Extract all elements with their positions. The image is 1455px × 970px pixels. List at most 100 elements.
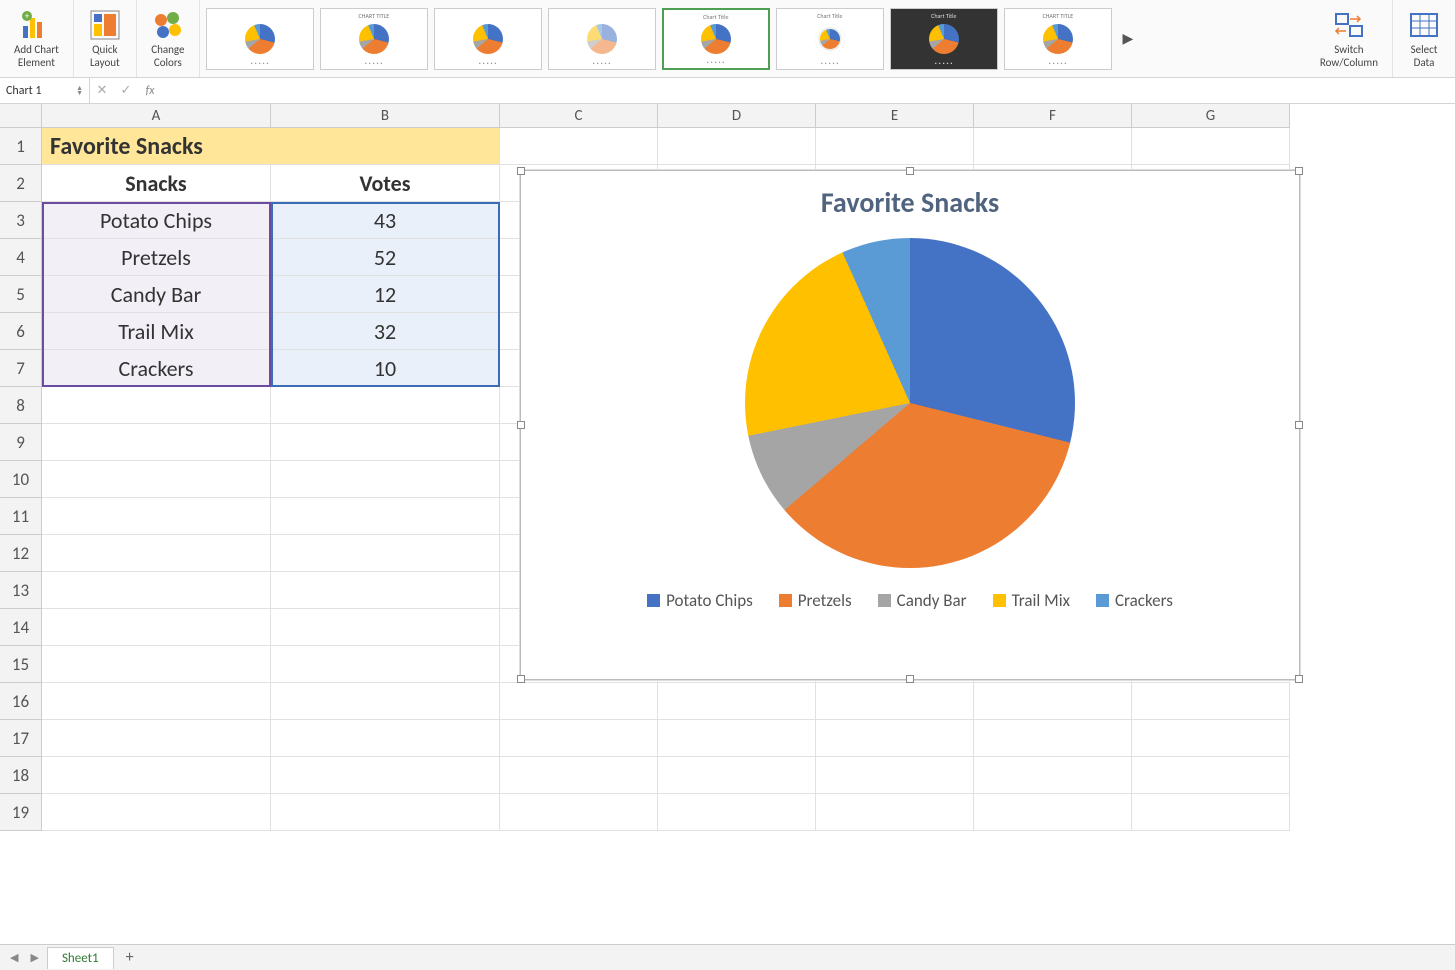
cell[interactable] [42,498,271,535]
fx-icon[interactable]: fx [138,84,162,98]
column-header[interactable]: D [658,104,816,128]
cell[interactable] [271,387,500,424]
chart-style-thumb[interactable]: CHART TITLE▪ ▪ ▪ ▪ ▪ [320,8,428,70]
row-header[interactable]: 13 [0,572,42,609]
legend-item[interactable]: Pretzels [779,590,852,611]
chart-style-thumb[interactable]: ▪ ▪ ▪ ▪ ▪ [206,8,314,70]
cell[interactable] [658,128,816,165]
legend-item[interactable]: Trail Mix [993,590,1070,611]
quick-layout-button[interactable]: QuickLayout [84,6,126,70]
cell[interactable]: 10 [271,350,500,387]
resize-handle[interactable] [1295,675,1303,683]
resize-handle[interactable] [906,167,914,175]
row-header[interactable]: 1 [0,128,42,165]
resize-handle[interactable] [1295,421,1303,429]
chart-legend[interactable]: Potato ChipsPretzelsCandy BarTrail MixCr… [521,590,1299,611]
cell[interactable] [271,794,500,831]
cell[interactable] [658,794,816,831]
cell[interactable] [42,683,271,720]
column-header[interactable]: C [500,104,658,128]
cell[interactable]: 52 [271,239,500,276]
chart-style-thumb[interactable]: Chart Title▪ ▪ ▪ ▪ ▪ [776,8,884,70]
resize-handle[interactable] [906,675,914,683]
change-colors-button[interactable]: ChangeColors [147,6,189,70]
cell[interactable] [271,720,500,757]
row-header[interactable]: 5 [0,276,42,313]
tab-nav-prev-icon[interactable]: ◀ [6,951,22,964]
cell[interactable] [42,720,271,757]
row-header[interactable]: 4 [0,239,42,276]
cell[interactable] [42,794,271,831]
cell[interactable] [500,128,658,165]
cell[interactable] [271,609,500,646]
column-header[interactable]: E [816,104,974,128]
resize-handle[interactable] [1295,167,1303,175]
cell[interactable] [1132,128,1290,165]
cell[interactable] [271,128,500,165]
name-box-stepper-icon[interactable]: ▲▼ [76,86,83,96]
cell[interactable] [974,128,1132,165]
cell[interactable] [42,461,271,498]
legend-item[interactable]: Crackers [1096,590,1173,611]
cell[interactable]: Candy Bar [42,276,271,313]
cell[interactable]: 43 [271,202,500,239]
chart-style-thumb[interactable]: ▪ ▪ ▪ ▪ ▪ [434,8,542,70]
worksheet-grid[interactable]: ABCDEFG 1Favorite Snacks2SnacksVotes3Pot… [0,104,1455,870]
cell[interactable] [658,757,816,794]
cell[interactable] [500,757,658,794]
row-header[interactable]: 2 [0,165,42,202]
cell[interactable]: Favorite Snacks [42,128,271,165]
cell[interactable] [42,572,271,609]
row-header[interactable]: 11 [0,498,42,535]
column-header[interactable]: F [974,104,1132,128]
style-gallery-more-icon[interactable]: ▶ [1118,30,1138,47]
accept-formula-icon[interactable]: ✓ [114,83,138,98]
row-header[interactable]: 12 [0,535,42,572]
cell[interactable] [500,720,658,757]
cell[interactable] [42,424,271,461]
cell[interactable] [974,683,1132,720]
cell[interactable] [42,757,271,794]
row-header[interactable]: 7 [0,350,42,387]
embedded-chart[interactable]: Favorite Snacks Potato ChipsPretzelsCand… [520,170,1300,680]
resize-handle[interactable] [517,421,525,429]
cell[interactable] [658,683,816,720]
cell[interactable] [658,720,816,757]
cell[interactable] [271,424,500,461]
row-header[interactable]: 9 [0,424,42,461]
cell[interactable] [974,757,1132,794]
cell[interactable] [42,535,271,572]
cell[interactable] [271,646,500,683]
cell[interactable]: 32 [271,313,500,350]
row-header[interactable]: 18 [0,757,42,794]
cancel-formula-icon[interactable]: ✕ [90,83,114,98]
resize-handle[interactable] [517,167,525,175]
cell[interactable]: Snacks [42,165,271,202]
cell[interactable]: Votes [271,165,500,202]
column-header[interactable]: G [1132,104,1290,128]
cell[interactable] [271,535,500,572]
cell[interactable] [271,683,500,720]
cell[interactable] [816,794,974,831]
select-all-corner[interactable] [0,104,42,128]
chart-title[interactable]: Favorite Snacks [521,185,1299,220]
resize-handle[interactable] [517,675,525,683]
cell[interactable] [42,387,271,424]
cell[interactable] [271,757,500,794]
chart-style-thumb[interactable]: Chart Title▪ ▪ ▪ ▪ ▪ [890,8,998,70]
row-header[interactable]: 6 [0,313,42,350]
row-header[interactable]: 10 [0,461,42,498]
row-header[interactable]: 17 [0,720,42,757]
legend-item[interactable]: Potato Chips [647,590,753,611]
cell[interactable] [42,609,271,646]
cell[interactable] [1132,757,1290,794]
cell[interactable] [1132,720,1290,757]
cell[interactable]: 12 [271,276,500,313]
row-header[interactable]: 3 [0,202,42,239]
select-data-button[interactable]: SelectData [1403,6,1445,70]
cell[interactable] [816,757,974,794]
row-header[interactable]: 16 [0,683,42,720]
add-chart-element-button[interactable]: + Add ChartElement [10,6,63,70]
cell[interactable] [500,794,658,831]
pie-plot-area[interactable] [521,238,1299,568]
